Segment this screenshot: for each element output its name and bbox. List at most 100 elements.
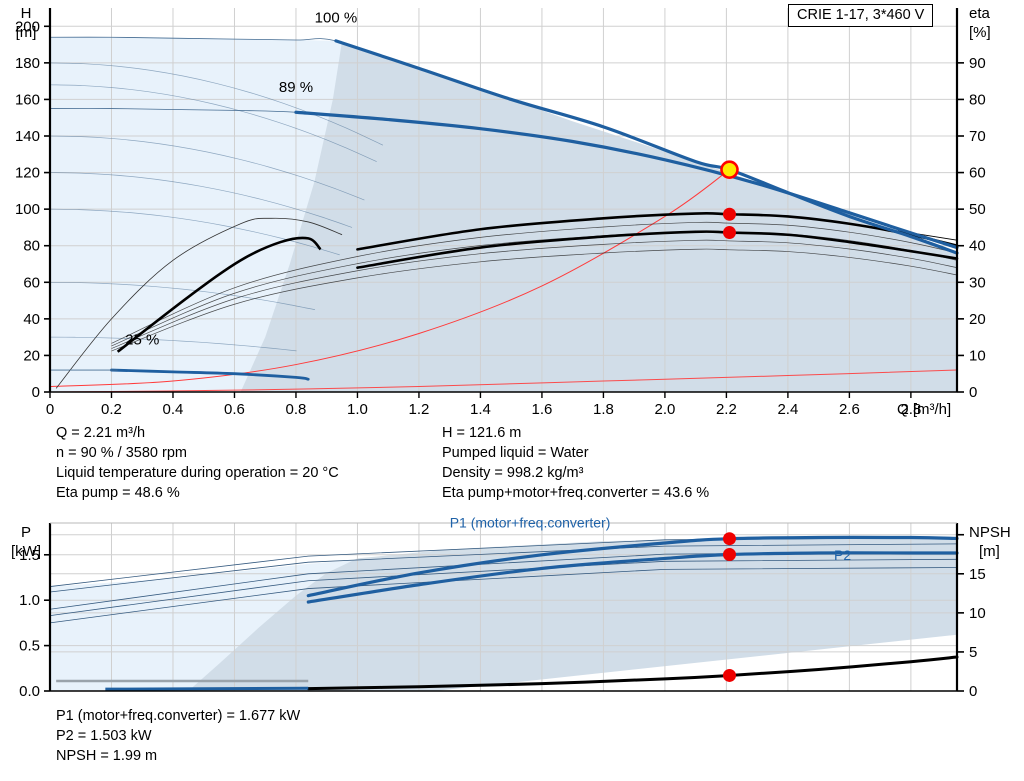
- info-bottom-line-1: P2 = 1.503 kW: [56, 728, 152, 744]
- envelope-band-dark: [240, 40, 957, 392]
- head-curve-reduced-speed: [49, 84, 377, 162]
- y-axis-tick-label: 180: [15, 55, 40, 72]
- p-min-speed-segment: [105, 686, 309, 691]
- y-axis-tick-label: 160: [15, 91, 40, 108]
- y2-axis-tick-label: 70: [969, 128, 986, 145]
- y2-axis-tick-label: 15: [969, 566, 986, 583]
- eta-curve-reduced: [111, 248, 958, 352]
- y2-axis-tick-label: 80: [969, 91, 986, 108]
- power-npsh-chart: 0.0 0.5 1.0 1.5 0 5 10 15 P [kW] NPSH [m] P1 (motor+…: [11, 515, 1011, 700]
- head-efficiency-chart: 0 20 40 60 80 100 120 140 160 180 200 0 10 20 30 40 50 60…: [15, 5, 991, 418]
- x-axis-tick-label: 1.4: [470, 401, 491, 418]
- y-axis-tick-label: 60: [23, 274, 40, 291]
- power-annotation-0: P1 (motor+freq.converter): [450, 515, 611, 531]
- eta-total-curve: [356, 230, 959, 269]
- system-curve-lower: [49, 369, 958, 393]
- info-right-block: H = 121.6 m Pumped liquid = Water Densit…: [442, 423, 709, 503]
- info-bottom-line-2: NPSH = 1.99 m: [56, 748, 158, 764]
- x-axis-tick-label: 2.0: [654, 401, 675, 418]
- x-axis-tick-label: 0: [46, 401, 54, 418]
- info-bottom-block: P1 (motor+freq.converter) = 1.677 kW P2 …: [56, 706, 300, 766]
- x-axis-title: Q [m³/h]: [897, 401, 951, 418]
- duty-point-marker[interactable]: [720, 160, 739, 179]
- y2-axis-tick-label: 30: [969, 274, 986, 291]
- y2-axis-title-line1: NPSH: [969, 524, 1011, 541]
- x-axis-tick-label: 2.8: [900, 401, 921, 418]
- y-axis-title-line1: H: [21, 5, 32, 22]
- x-axis-tick-label: 1.8: [593, 401, 614, 418]
- info-right-line-3: Eta pump+motor+freq.converter = 43.6 %: [442, 485, 710, 501]
- y2-axis-tick-label: 5: [969, 644, 977, 661]
- power-curve-reduced-speed: [49, 558, 958, 617]
- y-axis-tick-label: 0.5: [19, 638, 40, 655]
- duty-marker-eta-total: [722, 226, 736, 240]
- p1-curve: [306, 535, 959, 598]
- y-axis-title-line1: P: [21, 524, 31, 541]
- grid-lines: [49, 523, 957, 691]
- info-right-line-1: Pumped liquid = Water: [442, 445, 589, 461]
- eta-curve-low-flow: [55, 217, 343, 389]
- y-axis-tick-label: 200: [15, 18, 40, 35]
- eta-curve-25-thick: [116, 236, 322, 353]
- x-axis-tick-label: 2.2: [716, 401, 737, 418]
- y2-axis-tick-label: 50: [969, 201, 986, 218]
- y-axis-tick-label: 20: [23, 347, 40, 364]
- y2-axis-tick-label: 90: [969, 55, 986, 72]
- y2-axis-tick-label: 10: [969, 347, 986, 364]
- info-left-line-3: Eta pump = 48.6 %: [56, 485, 180, 501]
- power-band-cutout: [434, 634, 957, 691]
- y-axis-tick-label: 120: [15, 165, 40, 182]
- y-axis-tick-label: 1.5: [19, 547, 40, 564]
- y-axis-tick-label: 40: [23, 311, 40, 328]
- head-curve-25-thick: [110, 368, 310, 381]
- duty-marker-npsh: [722, 668, 736, 682]
- info-left-line-2: Liquid temperature during operation = 20…: [56, 465, 339, 481]
- x-axis-tick-label: 0.6: [224, 401, 245, 418]
- x-axis-tick-label: 2.4: [777, 401, 798, 418]
- x-axis-tick-label: 1.0: [347, 401, 368, 418]
- head-curve-reduced-speed: [49, 172, 353, 228]
- x-axis-tick-label: 0.4: [163, 401, 184, 418]
- head-curve-reduced-speed: [49, 336, 297, 352]
- head-curve-reduced-speed: [49, 62, 384, 146]
- info-right-line-2: Density = 998.2 kg/m³: [442, 465, 584, 481]
- x-axis-tick-label: 2.6: [839, 401, 860, 418]
- y2-axis-tick-label: 40: [969, 238, 986, 255]
- y-axis-title-line2: [kW]: [11, 543, 41, 560]
- chart-title-box: CRIE 1-17, 3*460 V: [788, 4, 934, 27]
- head-curve-reduced-speed: [49, 135, 365, 201]
- chart-title-label: CRIE 1-17, 3*460 V: [797, 7, 925, 23]
- head-curve-reduced-speed: [49, 281, 316, 311]
- info-bottom-line-0: P1 (motor+freq.converter) = 1.677 kW: [56, 708, 301, 724]
- head-curve-89-thick: [294, 110, 959, 250]
- duty-marker-p2: [722, 548, 736, 562]
- y2-axis-tick-label: 60: [969, 165, 986, 182]
- info-right-line-0: H = 121.6 m: [442, 425, 522, 441]
- info-left-line-1: n = 90 % / 3580 rpm: [56, 445, 187, 461]
- npsh-curve: [306, 655, 959, 691]
- x-axis-tick-label: 0.8: [286, 401, 307, 418]
- duty-marker-eta-pump: [722, 207, 736, 221]
- power-curve-reduced-speed: [49, 567, 958, 624]
- speed-annotation-1: 89 %: [279, 79, 313, 96]
- y-axis-tick-label: 100: [15, 201, 40, 218]
- power-curve-reduced-speed: [49, 543, 958, 593]
- x-axis-tick-label: 1.6: [532, 401, 553, 418]
- x-axis-tick-label: 1.2: [409, 401, 430, 418]
- y-axis-tick-label: 80: [23, 238, 40, 255]
- y2-axis-tick-label: 10: [969, 605, 986, 622]
- speed-annotation-0: 100 %: [315, 10, 358, 27]
- head-curve-100-thick: [334, 39, 959, 255]
- duty-marker-p1: [722, 532, 736, 546]
- y-axis-tick-label: 1.0: [19, 592, 40, 609]
- power-annotation-1: P2: [834, 547, 851, 563]
- y2-axis-title-line2: [%]: [969, 24, 991, 41]
- info-left-block: Q = 2.21 m³/h n = 90 % / 3580 rpm Liquid…: [56, 423, 339, 503]
- y2-axis-tick-label: 0: [969, 683, 977, 700]
- eta-pump-curve: [356, 211, 959, 251]
- p2-curve: [306, 551, 959, 604]
- x-axis-tick-label: 0.2: [101, 401, 122, 418]
- eta-curve-reduced: [111, 239, 958, 349]
- y2-axis-tick-label: 0: [969, 384, 977, 401]
